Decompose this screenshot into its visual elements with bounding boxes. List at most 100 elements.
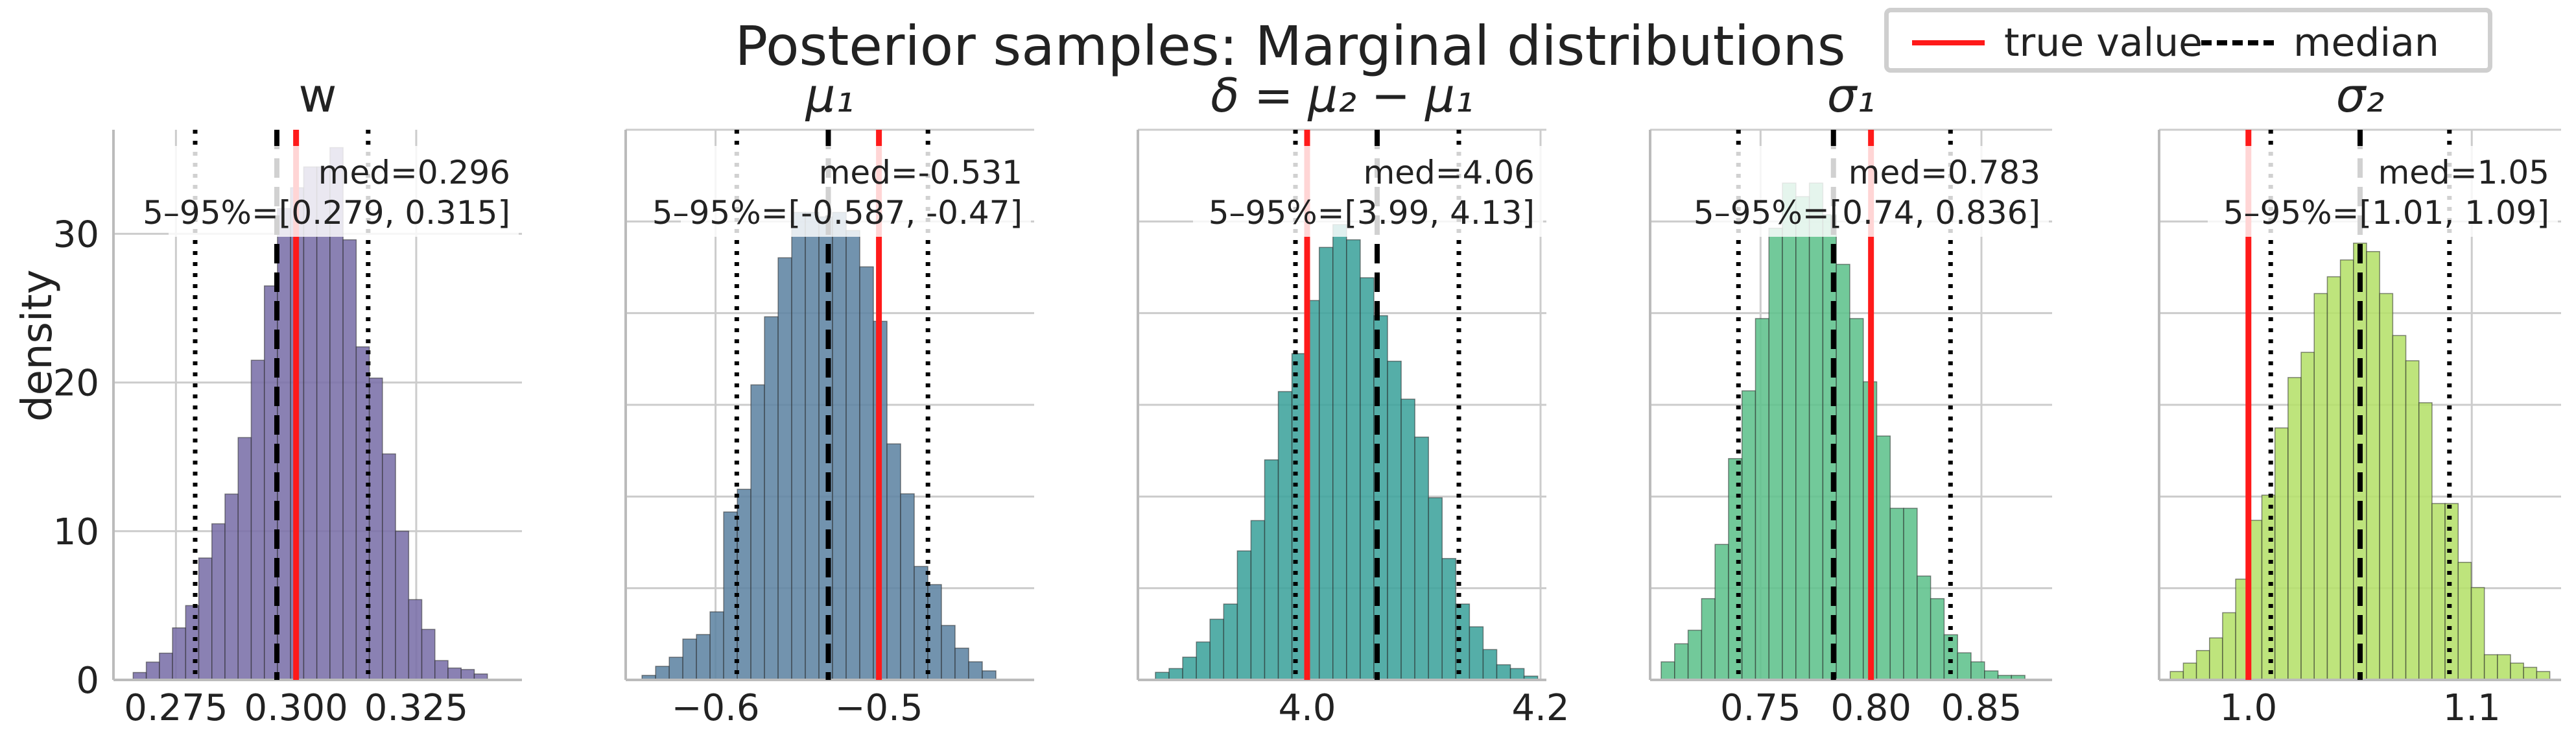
- histogram-bar: [1755, 318, 1770, 681]
- histogram-bar: [2313, 293, 2328, 681]
- histogram-bar: [982, 670, 997, 681]
- subplot-title: σ₁: [1827, 68, 1876, 123]
- histogram-bar: [1318, 247, 1334, 681]
- histogram-bar: [1741, 390, 1756, 681]
- histogram-bar: [1277, 391, 1293, 681]
- histogram-bar: [1223, 603, 1238, 681]
- histogram-bar: [832, 211, 847, 681]
- legend-swatch-median: [2201, 40, 2274, 45]
- histogram-bar: [1264, 459, 1279, 681]
- histogram-bar: [172, 627, 187, 681]
- histogram-bar: [1482, 649, 1498, 681]
- annotation-interval: 5–95%=[3.99, 4.13]: [1209, 194, 1535, 232]
- subplot-3: med=4.065–95%=[3.99, 4.13] δ = μ₂ − μ₁ 4.0…: [1137, 68, 1570, 729]
- histogram-bar: [1400, 398, 1415, 681]
- histogram-bar: [1441, 558, 1457, 681]
- histogram-bar: [2222, 612, 2236, 681]
- annotation-interval: 5–95%=[0.279, 0.315]: [143, 194, 510, 232]
- histogram-bar: [1782, 182, 1797, 681]
- subplot-title: δ = μ₂ − μ₁: [1211, 68, 1474, 123]
- histogram-bar: [2457, 561, 2472, 681]
- histogram-bar: [709, 611, 724, 681]
- annotation-box: [1699, 146, 2049, 237]
- legend-label-true-value: true value: [2004, 20, 2203, 66]
- subplot-title: μ₁: [805, 68, 855, 123]
- histogram-bar: [1768, 228, 1783, 681]
- histogram-bar: [682, 638, 697, 681]
- histogram-bar: [1660, 661, 1675, 681]
- histogram-bar: [2195, 649, 2210, 681]
- histogram-bar: [434, 660, 449, 681]
- histogram-bar: [2523, 666, 2538, 681]
- histogram-bar: [1387, 360, 1402, 681]
- histogram-bar: [1360, 277, 1375, 681]
- annotation-median: med=-0.531: [819, 154, 1022, 191]
- histogram-bar: [1196, 641, 1211, 681]
- histogram-bar: [2326, 276, 2341, 681]
- annotation-median: med=0.296: [318, 154, 510, 191]
- y-tick-label: 20: [53, 363, 99, 405]
- histogram-bar: [1903, 507, 1918, 681]
- x-tick-label: 4.0: [1278, 687, 1336, 729]
- histogram-bar: [2287, 377, 2302, 681]
- histogram-bar: [342, 239, 357, 681]
- histogram-bar: [145, 661, 160, 681]
- histogram-bar: [1714, 544, 1729, 681]
- histogram-bar: [1728, 458, 1743, 681]
- annotation-box: [1193, 146, 1543, 237]
- histogram-bar: [159, 652, 173, 681]
- x-tick-label: 0.75: [1720, 687, 1801, 729]
- histogram-bar: [2418, 402, 2433, 681]
- x-tick-label: 0.275: [124, 687, 228, 729]
- annotation-box: [169, 146, 519, 237]
- annotation-median: med=1.05: [2378, 154, 2549, 191]
- histogram-bar: [395, 531, 410, 681]
- histogram-bar: [1496, 664, 1511, 681]
- histogram-bar: [668, 657, 683, 681]
- histogram-bar: [1346, 239, 1361, 681]
- annotation-box: [681, 146, 1031, 237]
- histogram-bar: [2405, 360, 2420, 681]
- histogram-bar: [460, 669, 475, 681]
- histogram-bar: [1414, 436, 1429, 681]
- histogram-bar: [1332, 224, 1347, 681]
- legend-entry-true-value: true value: [1912, 20, 2203, 66]
- histogram-bar: [1930, 598, 1945, 681]
- x-tick-label: 0.85: [1941, 687, 2022, 729]
- histogram-bar: [2274, 427, 2289, 681]
- histogram-bar: [1957, 652, 1972, 681]
- histogram-bar: [900, 493, 915, 681]
- histogram-bar: [1808, 182, 1824, 681]
- histogram-bar: [237, 437, 252, 681]
- histogram-bar: [805, 211, 820, 681]
- x-tick-label: 4.2: [1511, 687, 1569, 729]
- histogram-bar: [1236, 550, 1252, 681]
- histogram-bar: [2470, 586, 2485, 681]
- y-axis-label: density: [14, 269, 62, 422]
- histogram-bar: [1168, 668, 1183, 681]
- histogram-bar: [408, 599, 423, 681]
- histogram-bar: [1182, 657, 1197, 681]
- histogram-bar: [1970, 661, 1985, 681]
- histogram-bar: [737, 489, 751, 681]
- histogram-bar: [421, 629, 436, 681]
- histogram-bar: [211, 523, 226, 681]
- histogram-bar: [927, 584, 942, 681]
- histogram-bar: [2483, 654, 2498, 681]
- histogram-bar: [316, 166, 331, 681]
- histogram-bar: [1984, 670, 1999, 681]
- histogram-bar: [696, 634, 711, 681]
- histogram-bar: [2261, 494, 2276, 681]
- legend-label-median: median: [2293, 20, 2439, 66]
- histogram-bar: [2300, 352, 2315, 681]
- histogram-bar: [198, 557, 213, 681]
- histogram-bar: [1687, 629, 1703, 681]
- histogram-bar: [1209, 618, 1225, 681]
- histogram-bar: [2182, 662, 2197, 681]
- histogram-bar: [655, 666, 670, 681]
- legend-swatch-true-value: [1912, 40, 1985, 45]
- histogram-bar: [2510, 662, 2524, 681]
- histogram-bar: [941, 625, 956, 681]
- histogram-bar: [886, 443, 901, 681]
